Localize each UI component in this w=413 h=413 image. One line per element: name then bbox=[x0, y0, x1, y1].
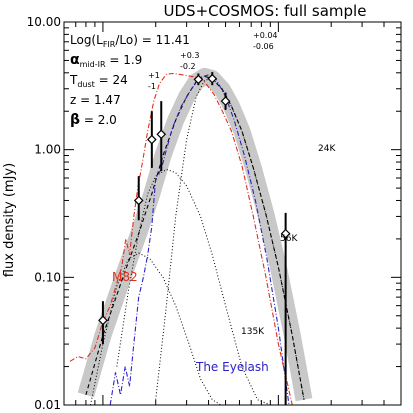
tdust-rest: = 24 bbox=[95, 73, 128, 87]
redshift-annotation: z = 1.47 bbox=[70, 93, 121, 107]
y-tick-label: 0.10 bbox=[34, 270, 61, 284]
lfir-rest: /Lo) = 11.41 bbox=[115, 33, 190, 47]
data-point-marker bbox=[133, 195, 144, 206]
data-point-6 bbox=[207, 72, 218, 86]
chart-title: UDS+COSMOS: full sample bbox=[164, 2, 367, 20]
data-point-marker bbox=[220, 96, 231, 106]
data-point-marker bbox=[193, 74, 204, 85]
beta-symbol: β bbox=[70, 112, 80, 128]
tdust-main: T bbox=[69, 73, 78, 87]
lfir-sup: +0.04 bbox=[253, 31, 278, 40]
alpha-sub: mid-IR bbox=[80, 60, 106, 69]
alpha-symbol: α bbox=[70, 52, 80, 68]
label-m82: M82 bbox=[112, 270, 138, 284]
series-m82-line bbox=[69, 72, 293, 405]
data-point-3 bbox=[146, 111, 157, 168]
lfir-inf: -0.06 bbox=[253, 42, 274, 51]
lfir-sub: FIR bbox=[103, 40, 116, 49]
label-24k: 24K bbox=[318, 144, 336, 154]
alpha-annotation: αmid-IR = 1.9 bbox=[70, 52, 142, 69]
data-point-marker bbox=[280, 228, 291, 239]
data-point-marker bbox=[98, 315, 108, 326]
data-point-7 bbox=[220, 92, 231, 110]
series-the-eyelash-line bbox=[109, 74, 290, 405]
label-eyelash: The Eyelash bbox=[195, 360, 269, 374]
beta-rest: = 2.0 bbox=[80, 113, 117, 127]
data-point-5 bbox=[193, 73, 204, 86]
y-tick-label: 10.00 bbox=[27, 15, 61, 29]
data-point-marker bbox=[156, 129, 167, 140]
label-56k: 56K bbox=[280, 234, 298, 244]
tdust-sup: +1 bbox=[148, 71, 160, 80]
tdust-inf: -1 bbox=[148, 82, 156, 91]
tdust-annotation: Tdust = 24 bbox=[69, 73, 128, 89]
beta-annotation: β = 2.0 bbox=[70, 112, 117, 128]
lfir-annotation: Log(LFIR/Lo) = 11.41 bbox=[70, 33, 190, 49]
data-point-marker bbox=[146, 134, 157, 145]
data-point-2 bbox=[133, 176, 144, 221]
series-56k-line bbox=[116, 168, 271, 405]
data-point-8 bbox=[280, 212, 291, 405]
series-135k-line bbox=[90, 252, 222, 405]
y-tick-label: 0.01 bbox=[34, 398, 61, 412]
y-axis-label: flux density (mJy) bbox=[2, 163, 17, 277]
alpha-inf: -0.2 bbox=[180, 62, 196, 71]
lfir-main: Log(L bbox=[70, 33, 103, 47]
data-point-1 bbox=[98, 301, 108, 345]
data-point-marker bbox=[207, 73, 218, 84]
fit-parameters: Log(LFIR/Lo) = 11.41 +0.04 -0.06 αmid-IR… bbox=[69, 31, 278, 128]
tdust-sub: dust bbox=[77, 80, 94, 89]
y-tick-label: 1.00 bbox=[34, 143, 61, 157]
plot-frame bbox=[63, 21, 402, 406]
data-point-4 bbox=[156, 101, 167, 172]
alpha-rest: = 1.9 bbox=[106, 53, 143, 67]
label-135k: 135K bbox=[241, 327, 265, 337]
fit-uncertainty-band bbox=[77, 67, 313, 402]
alpha-sup: +0.3 bbox=[180, 51, 199, 60]
